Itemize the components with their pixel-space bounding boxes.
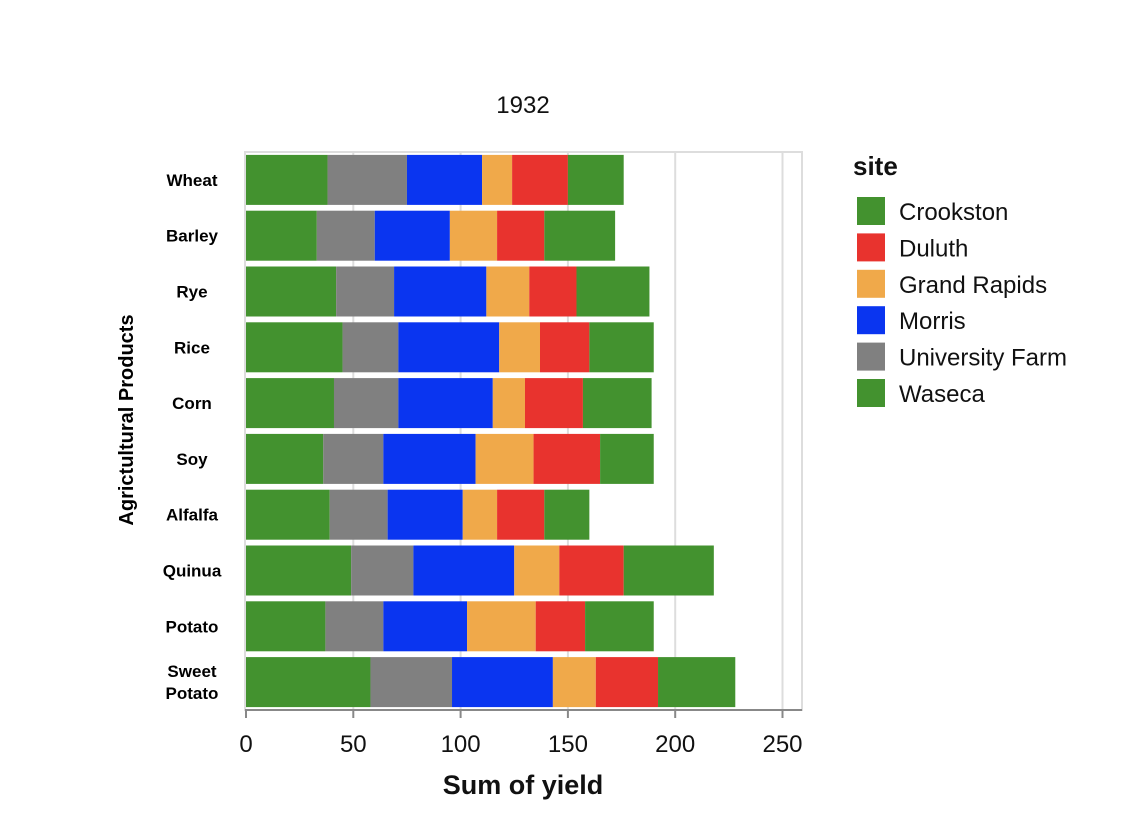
bar-segment	[246, 322, 343, 373]
legend-swatch	[857, 269, 885, 298]
bar-segment	[535, 601, 586, 652]
bar-segment	[246, 657, 371, 708]
legend-label: Waseca	[899, 381, 985, 408]
bar-segment	[246, 601, 326, 652]
y-category-label: Sweet	[167, 662, 216, 681]
bar-segment	[452, 657, 553, 708]
bar-segment	[544, 210, 616, 261]
bar-segment	[589, 322, 654, 373]
y-category-label: Barley	[166, 227, 219, 246]
bar-segment	[497, 489, 545, 540]
legend-swatch	[857, 197, 885, 225]
bar-segment	[467, 601, 536, 652]
legend-label: Crookston	[899, 199, 1008, 226]
x-axis: 0 50 100 150 200 250	[239, 709, 803, 758]
bar-segment	[623, 545, 714, 596]
bar-segment	[342, 322, 399, 373]
bar-segment	[383, 433, 476, 484]
bar-segment	[582, 378, 652, 429]
x-tick-label: 0	[239, 731, 252, 758]
bar-segment	[413, 545, 515, 596]
bar-segment	[497, 210, 545, 261]
bar-segment	[600, 433, 654, 484]
legend: site Crookston Duluth Grand Rapids Morris Un…	[853, 151, 1067, 408]
bar-segment	[492, 378, 525, 429]
bar-segment	[475, 433, 534, 484]
legend-swatch	[857, 306, 885, 335]
x-tick-label: 250	[762, 731, 802, 758]
y-axis-title: Agrictultural Products	[116, 314, 138, 525]
bar-segment	[323, 433, 384, 484]
bar-segment	[316, 210, 375, 261]
bar-segment	[658, 657, 736, 708]
bar-segment	[246, 545, 352, 596]
y-category-label: Alfalfa	[166, 506, 219, 525]
bar-segment	[462, 489, 498, 540]
legend-swatch	[857, 379, 885, 407]
bar-segment	[482, 154, 513, 205]
y-category-label: Wheat	[167, 171, 218, 190]
x-tick-label: 50	[340, 731, 367, 758]
bar-segment	[329, 489, 388, 540]
bar-segment	[595, 657, 659, 708]
y-category-label: Quinua	[163, 562, 222, 581]
bar-segment	[383, 601, 468, 652]
bar-segment	[398, 322, 500, 373]
bar-segment	[394, 266, 487, 317]
y-category-label: Corn	[172, 394, 212, 413]
bar-segment	[524, 378, 583, 429]
bar-segment	[336, 266, 395, 317]
bar-segment	[246, 489, 330, 540]
bar-segment	[246, 378, 334, 429]
legend-label: Duluth	[899, 235, 968, 262]
x-axis-title: Sum of yield	[443, 770, 604, 800]
bar-segment	[374, 210, 450, 261]
x-tick-label: 150	[548, 731, 588, 758]
legend-label: Morris	[899, 308, 966, 335]
bar-segment	[512, 154, 568, 205]
legend-swatch	[857, 342, 885, 371]
legend-label: Grand Rapids	[899, 272, 1047, 299]
bar-segment	[398, 378, 493, 429]
x-tick-label: 100	[441, 731, 481, 758]
bar-segment	[585, 601, 654, 652]
bar-segment	[567, 154, 624, 205]
bars-group	[246, 154, 736, 708]
bar-segment	[370, 657, 453, 708]
x-tick-label: 200	[655, 731, 695, 758]
bar-segment	[406, 154, 483, 205]
bar-segment	[246, 154, 328, 205]
bar-segment	[533, 433, 601, 484]
legend-swatch	[857, 233, 885, 262]
bar-segment	[325, 601, 384, 652]
bar-segment	[246, 210, 317, 261]
bar-segment	[327, 154, 407, 205]
bar-segment	[449, 210, 498, 261]
y-category-label: Rice	[174, 338, 210, 357]
legend-label: University Farm	[899, 345, 1067, 372]
legend-title: site	[853, 151, 898, 181]
bar-segment	[246, 433, 324, 484]
bar-segment	[514, 545, 560, 596]
chart-title: 1932	[496, 92, 549, 119]
bar-segment	[576, 266, 650, 317]
bar-segment	[559, 545, 624, 596]
y-category-label: Rye	[176, 283, 207, 302]
bar-segment	[246, 266, 337, 317]
y-category-label: Potato	[166, 684, 219, 703]
bar-segment	[552, 657, 596, 708]
bar-segment	[540, 322, 590, 373]
bar-segment	[486, 266, 530, 317]
bar-segment	[333, 378, 399, 429]
y-category-label: Potato	[166, 617, 219, 636]
bar-segment	[544, 489, 590, 540]
y-category-label: Soy	[176, 450, 208, 469]
bar-segment	[499, 322, 541, 373]
bar-segment	[529, 266, 577, 317]
bar-segment	[351, 545, 414, 596]
bar-segment	[387, 489, 463, 540]
y-axis-category-labels: Wheat Barley Rye Rice Corn Soy Alfalfa Quinua Po…	[163, 171, 222, 703]
